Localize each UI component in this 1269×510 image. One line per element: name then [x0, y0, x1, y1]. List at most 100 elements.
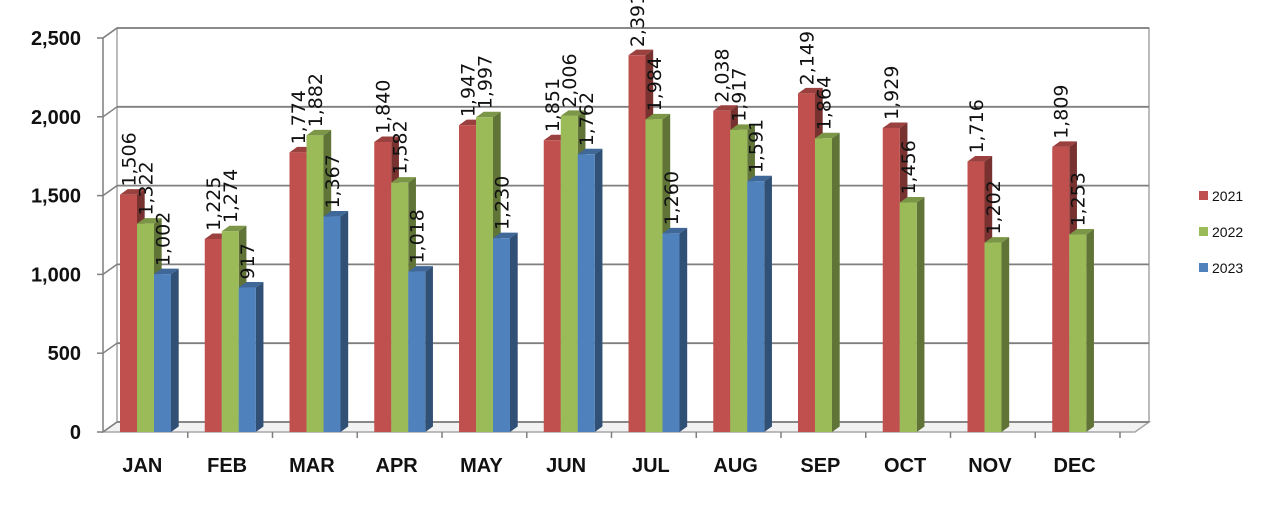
- data-label: 1,947: [458, 63, 480, 117]
- bar-2022-dec: [1069, 229, 1094, 432]
- x-tick-label: OCT: [884, 455, 926, 477]
- x-tick-label: MAR: [289, 455, 335, 477]
- x-tick-label: FEB: [207, 455, 247, 477]
- bar-front: [882, 127, 900, 433]
- data-label: 2,006: [559, 53, 581, 107]
- x-tick-label: APR: [376, 455, 419, 477]
- bar-front: [645, 119, 663, 433]
- data-label: 1,506: [119, 132, 141, 186]
- y-tick-label: 1,000: [31, 264, 81, 286]
- bar-front: [730, 129, 748, 432]
- bar-top: [306, 129, 332, 136]
- bar-side: [832, 132, 840, 433]
- bar-top: [747, 175, 772, 182]
- data-label: 2,149: [797, 31, 819, 85]
- x-tick-label: AUG: [713, 455, 757, 477]
- data-label: 1,984: [644, 57, 666, 111]
- legend-label: 2022: [1212, 224, 1243, 240]
- bar-top: [560, 110, 586, 116]
- bar-front: [967, 161, 985, 432]
- bar-2023-mar: [323, 211, 349, 432]
- y-tick-label: 0: [70, 422, 81, 444]
- x-tick-label: NOV: [968, 455, 1012, 477]
- legend-item-2021: 2021: [1199, 188, 1243, 204]
- y-tick-label: 2,500: [31, 28, 81, 50]
- y-axis: 0 500 1,000 1,500 2,000 2,500: [31, 28, 104, 444]
- bar-front: [747, 181, 765, 432]
- bar-front: [459, 125, 476, 432]
- bar-top: [323, 211, 349, 217]
- bar-2023-jun: [577, 148, 603, 432]
- bar-side: [171, 268, 179, 432]
- legend-label: 2023: [1212, 260, 1243, 276]
- y-tick-label: 1,500: [31, 186, 81, 208]
- legend-item-2022: 2022: [1199, 224, 1243, 240]
- data-label: 2,391: [627, 0, 649, 47]
- bar-front: [543, 140, 561, 432]
- bar-side: [679, 227, 688, 432]
- data-label: 1,851: [542, 78, 564, 132]
- bar-side: [340, 211, 349, 432]
- bar-side: [916, 197, 925, 432]
- legend-swatch: [1199, 191, 1208, 200]
- gridline-depth: [102, 106, 118, 118]
- bar-side: [510, 232, 518, 432]
- data-label: 1,367: [322, 154, 344, 208]
- x-tick-label: SEP: [800, 455, 840, 477]
- bar-front: [204, 238, 222, 432]
- data-label: 1,253: [1068, 172, 1090, 226]
- bar-top: [154, 268, 179, 275]
- bar-front: [815, 138, 832, 433]
- gridline-depth: [102, 421, 118, 433]
- bar-top: [730, 124, 755, 130]
- legend-label: 2021: [1212, 188, 1243, 204]
- legend-swatch: [1199, 263, 1208, 272]
- y-tick-label: 2,000: [31, 107, 81, 129]
- bar-2022-sep: [815, 132, 840, 433]
- bar-front: [984, 242, 1002, 432]
- bar-top: [221, 225, 247, 232]
- data-label: 1,997: [475, 55, 497, 109]
- bars: [120, 49, 1094, 433]
- bar-side: [425, 266, 433, 432]
- bar-side: [594, 148, 603, 432]
- data-label: 1,202: [983, 180, 1005, 234]
- bar-top: [374, 136, 399, 143]
- bar-top: [662, 227, 688, 234]
- legend-swatch: [1199, 227, 1208, 236]
- bar-top: [1069, 229, 1094, 235]
- bar-top: [391, 177, 416, 183]
- bar-side: [1086, 229, 1094, 432]
- data-label: 1,322: [136, 161, 158, 215]
- bar-top: [476, 111, 501, 118]
- bar-front: [323, 216, 341, 432]
- bar-side: [255, 281, 264, 432]
- data-label: 1,774: [288, 90, 310, 144]
- bar-2023-jul: [662, 227, 688, 432]
- data-label: 1,018: [407, 209, 429, 263]
- bar-side: [1001, 237, 1010, 432]
- bar-front: [628, 55, 646, 432]
- x-tick-label: JUL: [632, 455, 670, 477]
- bar-top: [408, 266, 433, 272]
- bar-top: [628, 49, 654, 56]
- bar-top: [967, 156, 993, 162]
- data-label: 1,274: [220, 169, 242, 223]
- bar-2023-apr: [408, 266, 433, 432]
- data-label: 1,716: [966, 99, 988, 153]
- data-label: 917: [237, 243, 259, 279]
- gridline-depth: [102, 27, 118, 39]
- bar-front: [221, 231, 239, 432]
- x-tick-label: JAN: [122, 455, 162, 477]
- data-label: 1,929: [881, 66, 903, 120]
- bar-front: [577, 154, 595, 432]
- bar-2022-oct: [899, 197, 925, 432]
- data-label: 1,225: [203, 177, 225, 231]
- legend-item-2023: 2023: [1199, 260, 1243, 276]
- bar-top: [713, 105, 738, 111]
- bar-front: [713, 110, 731, 432]
- bar-front: [408, 271, 426, 432]
- bar-front: [899, 202, 917, 432]
